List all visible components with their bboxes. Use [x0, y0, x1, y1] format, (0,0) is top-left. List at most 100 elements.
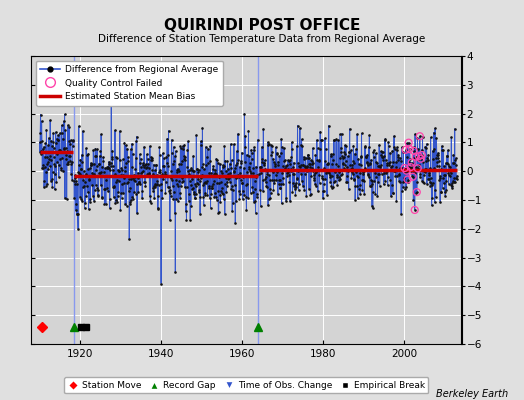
Point: [198, 163, 206, 170]
Point: [174, 178, 183, 184]
Point: [143, 151, 151, 158]
Point: [112, 154, 120, 160]
Point: [138, 161, 147, 168]
Point: [116, 171, 125, 178]
Point: [171, 153, 179, 159]
Point: [324, 160, 332, 167]
Point: [198, 125, 206, 131]
Point: [268, 149, 276, 155]
Point: [125, 198, 134, 205]
Point: [294, 187, 303, 193]
Point: [206, 170, 215, 177]
Point: [75, 170, 84, 177]
Point: [250, 178, 259, 184]
Point: [368, 203, 376, 209]
Point: [213, 156, 221, 163]
Point: [348, 161, 356, 168]
Point: [114, 166, 122, 173]
Point: [402, 168, 411, 174]
Point: [357, 130, 366, 136]
Point: [308, 158, 316, 164]
Point: [326, 174, 334, 180]
Point: [323, 169, 332, 175]
Point: [345, 149, 353, 156]
Point: [253, 191, 261, 197]
Point: [153, 172, 161, 178]
Point: [146, 200, 155, 206]
Point: [57, 167, 66, 174]
Point: [395, 171, 403, 177]
Point: [447, 185, 456, 191]
Point: [191, 181, 199, 188]
Point: [177, 145, 185, 152]
Point: [416, 133, 424, 140]
Point: [205, 157, 214, 164]
Point: [41, 164, 49, 170]
Point: [153, 180, 161, 187]
Point: [406, 146, 414, 152]
Point: [448, 183, 456, 190]
Point: [440, 189, 449, 195]
Point: [351, 196, 359, 203]
Point: [204, 185, 213, 192]
Point: [40, 178, 49, 184]
Point: [367, 181, 376, 187]
Point: [356, 154, 365, 160]
Point: [152, 162, 160, 168]
Point: [167, 174, 175, 181]
Point: [170, 210, 179, 217]
Point: [216, 168, 225, 174]
Point: [417, 156, 425, 162]
Point: [285, 179, 293, 186]
Point: [121, 168, 129, 174]
Point: [416, 162, 424, 168]
Point: [318, 173, 326, 180]
Point: [91, 145, 100, 152]
Point: [425, 165, 434, 171]
Point: [184, 138, 192, 144]
Point: [256, 203, 265, 210]
Point: [285, 158, 293, 164]
Point: [372, 150, 380, 156]
Point: [45, 135, 53, 141]
Point: [140, 179, 149, 185]
Point: [203, 178, 211, 184]
Point: [283, 170, 291, 176]
Point: [322, 161, 331, 168]
Point: [389, 159, 398, 166]
Point: [81, 199, 90, 206]
Point: [215, 174, 224, 181]
Point: [189, 153, 198, 159]
Point: [131, 166, 139, 172]
Point: [273, 168, 281, 175]
Point: [449, 178, 457, 184]
Point: [204, 145, 212, 152]
Point: [270, 177, 278, 183]
Point: [329, 151, 337, 158]
Point: [70, 195, 79, 201]
Point: [67, 170, 75, 177]
Point: [212, 196, 221, 203]
Point: [277, 136, 286, 142]
Point: [245, 153, 254, 160]
Point: [81, 171, 90, 177]
Point: [134, 175, 142, 182]
Point: [217, 188, 225, 194]
Point: [119, 190, 127, 196]
Point: [349, 158, 357, 164]
Point: [151, 167, 159, 173]
Point: [277, 200, 286, 207]
Point: [129, 175, 137, 181]
Point: [209, 162, 217, 169]
Point: [292, 184, 300, 190]
Point: [286, 198, 294, 204]
Point: [95, 161, 104, 168]
Point: [86, 198, 94, 205]
Point: [408, 159, 416, 166]
Point: [60, 111, 69, 118]
Point: [99, 158, 107, 164]
Point: [84, 150, 92, 157]
Point: [305, 161, 314, 168]
Point: [275, 181, 283, 187]
Point: [328, 173, 336, 180]
